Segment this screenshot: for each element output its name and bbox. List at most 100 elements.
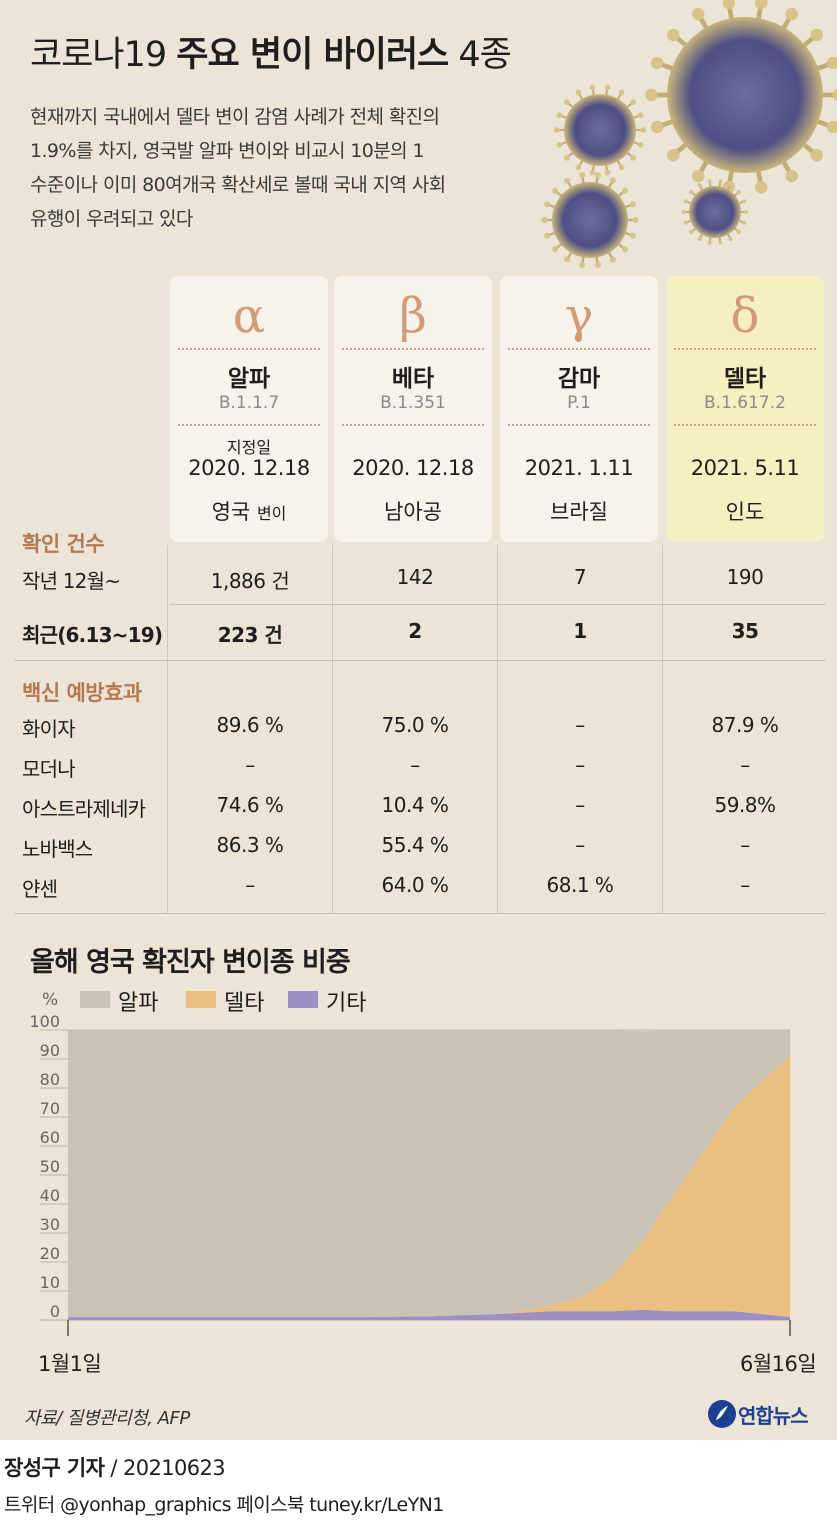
designation-date: 2021. 5.11 xyxy=(690,456,800,480)
table-cell: 190 xyxy=(726,565,764,589)
table-row-divider xyxy=(14,913,826,914)
legend-swatch-alpha xyxy=(80,991,110,1008)
virus-small-icon xyxy=(553,84,647,176)
table-cell: – xyxy=(575,833,585,857)
row-label: 모더나 xyxy=(22,757,76,781)
table-cell: 89.6 % xyxy=(216,713,284,737)
table-cell: – xyxy=(245,873,255,897)
table-cell: 68.1 % xyxy=(546,873,614,897)
legend-label-other: 기타 xyxy=(326,991,367,1016)
description: 현재까지 국내에서 델타 변이 감염 사례가 전체 확진의 1.9%를 차지, … xyxy=(30,100,540,236)
variant-origin: 인도 xyxy=(725,500,765,524)
variant-code: B.1.351 xyxy=(380,393,446,413)
social-links: 트위터 @yonhap_graphics 페이스북 tuney.kr/LeYN1 xyxy=(4,1494,444,1516)
variant-origin: 영국 변이 xyxy=(211,500,287,524)
table-cell: 1 xyxy=(573,619,587,643)
table-cell: – xyxy=(575,753,585,777)
table-cell: – xyxy=(575,713,585,737)
x-axis-start-label: 1월1일 xyxy=(38,1352,102,1376)
row-label: 작년 12월~ xyxy=(22,569,121,593)
row-label: 최근(6.13~19) xyxy=(22,623,163,647)
row-label: 화이자 xyxy=(22,717,76,741)
virus-illustration xyxy=(541,0,837,268)
variant-code: B.1.1.7 xyxy=(218,393,280,413)
description-line: 수준이나 이미 80여개국 확산세로 볼때 국내 지역 사회 xyxy=(30,174,446,196)
source-credit: 자료/ 질병관리청, AFP xyxy=(24,1408,190,1429)
virus-large-icon xyxy=(645,0,837,194)
table-cell: – xyxy=(575,793,585,817)
legend-label-delta: 델타 xyxy=(224,991,265,1016)
variant-origin: 남아공 xyxy=(384,500,442,524)
table-divider xyxy=(497,545,498,913)
table-cell: – xyxy=(740,753,750,777)
y-tick-label: 80 xyxy=(40,1070,60,1089)
y-tick-label: 90 xyxy=(40,1041,60,1060)
variant-name: 감마 xyxy=(557,366,601,392)
variant-name: 알파 xyxy=(227,366,271,392)
table-cell: 75.0 % xyxy=(381,713,449,737)
section-label-confirmed: 확인 건수 xyxy=(22,532,105,556)
row-label: 얀센 xyxy=(22,877,58,901)
variant-code: B.1.617.2 xyxy=(704,393,786,413)
table-cell: 2 xyxy=(408,619,422,643)
section-label-vaccine: 백신 예방효과 xyxy=(22,681,142,705)
virus-small-icon xyxy=(541,172,639,268)
chart-title: 올해 영국 확진자 변이종 비중 xyxy=(30,947,351,978)
table-cell: 59.8% xyxy=(714,793,776,817)
table-cell: – xyxy=(245,753,255,777)
table-cell: 87.9 % xyxy=(711,713,779,737)
table-cell: 10.4 % xyxy=(381,793,449,817)
variant-card-beta: β 베타 B.1.351 2020. 12.18 남아공 xyxy=(334,276,492,542)
page-title: 코로나19 주요 변이 바이러스 4종 xyxy=(30,35,512,75)
table-cell: – xyxy=(740,873,750,897)
y-tick-label: 0 xyxy=(50,1302,60,1321)
description-line: 유행이 우려되고 있다 xyxy=(30,208,193,230)
table-row-divider xyxy=(14,660,826,661)
variant-symbol: α xyxy=(232,288,266,344)
table-cell: 223 건 xyxy=(217,623,283,647)
variant-card-alpha: α 알파 B.1.1.7 지정일 2020. 12.18 영국 변이 xyxy=(170,276,328,542)
row-label: 노바백스 xyxy=(22,837,93,861)
variant-card-gamma: γ 감마 P.1 2021. 1.11 브라질 xyxy=(500,276,658,542)
y-tick-label: 20 xyxy=(40,1244,60,1263)
table-cell: 86.3 % xyxy=(216,833,284,857)
variant-name: 델타 xyxy=(723,366,767,392)
legend-swatch-other xyxy=(288,991,318,1008)
table-divider xyxy=(662,545,663,913)
variant-origin: 브라질 xyxy=(550,500,608,524)
table-cell: 7 xyxy=(573,565,587,589)
area-other xyxy=(68,1309,790,1320)
variant-name: 베타 xyxy=(391,366,435,392)
infographic: 코로나19 주요 변이 바이러스 4종 현재까지 국내에서 델타 변이 감염 사… xyxy=(0,0,837,1440)
variant-symbol: δ xyxy=(730,288,760,344)
table-cell: 64.0 % xyxy=(381,873,449,897)
designation-date: 2021. 1.11 xyxy=(524,456,634,480)
table-cell: 142 xyxy=(396,565,434,589)
area-alpha xyxy=(68,1030,790,1318)
table-cell: 55.4 % xyxy=(381,833,449,857)
area-chart: 0 10 20 30 40 50 60 70 80 90 100 xyxy=(29,1012,791,1336)
y-tick-label: 100 xyxy=(29,1012,60,1031)
variant-card-delta: δ 델타 B.1.617.2 2021. 5.11 인도 xyxy=(666,276,824,542)
designation-date: 2020. 12.18 xyxy=(188,456,310,480)
designation-date-label: 지정일 xyxy=(226,438,272,457)
y-tick-label: 40 xyxy=(40,1186,60,1205)
variant-code: P.1 xyxy=(567,393,591,413)
description-line: 1.9%를 차지, 영국발 알파 변이와 비교시 10분의 1 xyxy=(30,140,425,162)
y-tick-label: 10 xyxy=(40,1273,60,1292)
table-row-divider xyxy=(170,604,826,605)
designation-date: 2020. 12.18 xyxy=(352,456,474,480)
table-cell: 74.6 % xyxy=(216,793,284,817)
y-axis-unit: % xyxy=(42,990,59,1010)
variant-symbol: γ xyxy=(564,288,594,344)
yonhap-logo-icon xyxy=(708,1400,736,1428)
table-cell: – xyxy=(410,753,420,777)
row-label: 아스트라제네카 xyxy=(22,797,146,821)
area-delta xyxy=(68,1056,790,1318)
table-divider xyxy=(167,545,168,913)
table-cell: – xyxy=(740,833,750,857)
table-cell: 35 xyxy=(731,619,759,643)
table-divider xyxy=(332,545,333,913)
table-cell: 1,886 건 xyxy=(210,569,290,593)
legend-swatch-delta xyxy=(186,991,216,1008)
